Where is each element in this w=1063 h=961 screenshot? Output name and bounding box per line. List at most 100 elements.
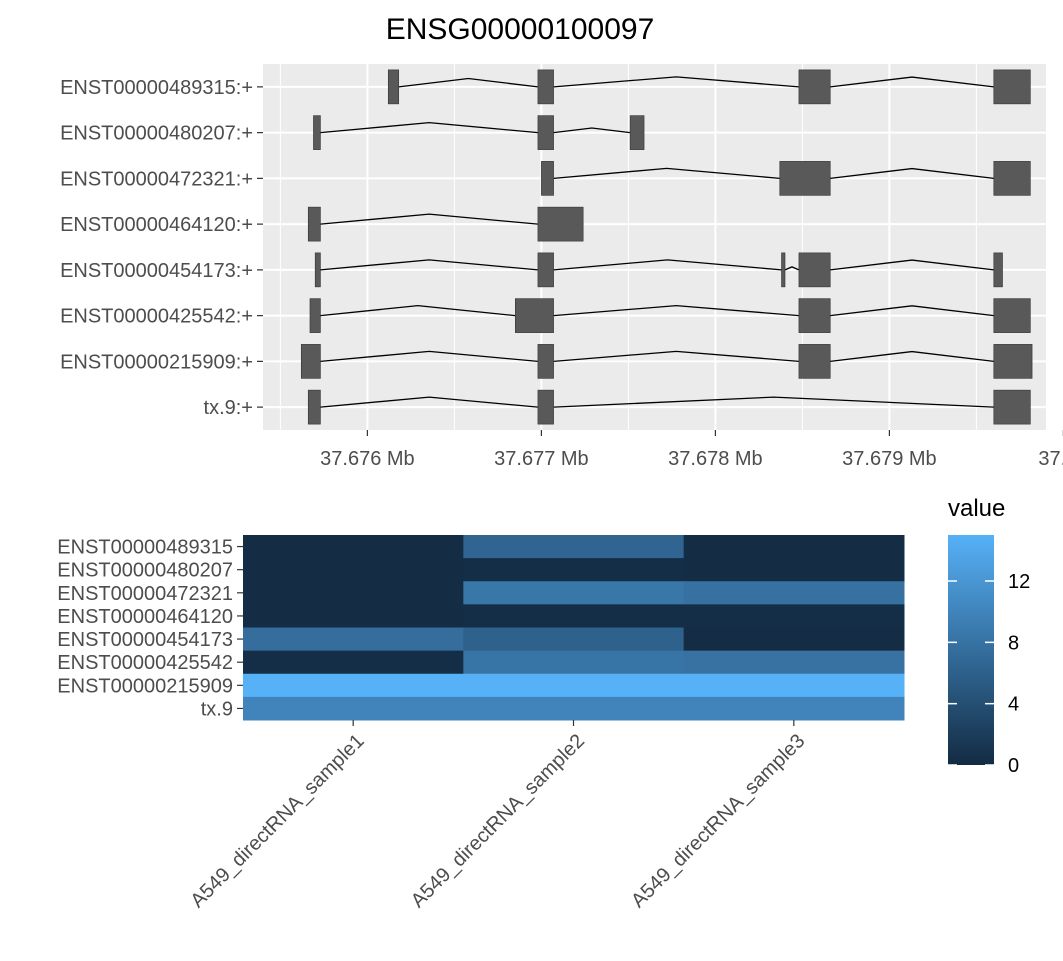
exon-block	[300, 344, 321, 379]
intron-line	[320, 396, 538, 408]
heatmap-row-label: ENST00000425542	[57, 652, 233, 674]
heatmap-tiles	[243, 535, 905, 721]
heatmap-tile	[683, 650, 905, 675]
exon-block	[537, 69, 554, 105]
heatmap-tile	[243, 627, 464, 652]
exon-block	[629, 115, 645, 150]
intron-line	[320, 213, 538, 225]
intron-line	[553, 396, 994, 408]
x-tick-label: 37.68	[1038, 448, 1063, 470]
heatmap-row-label: ENST00000489315	[57, 537, 233, 559]
heatmap-tile	[463, 696, 685, 721]
legend-title: value	[948, 495, 1005, 522]
intron-line	[398, 77, 538, 88]
transcript-label: ENST00000480207:+	[60, 123, 253, 145]
exon-block	[387, 69, 400, 105]
color-legend: value 0 4 8 12	[948, 495, 1030, 777]
exon-block	[993, 389, 1031, 425]
heatmap-tile	[683, 673, 905, 698]
exon-block	[798, 344, 831, 379]
exon-block	[993, 298, 1031, 333]
intron-line	[784, 266, 800, 271]
transcript-labels: ENST00000489315:+ ENST00000480207:+ ENST00…	[60, 77, 263, 419]
gene-structure-panel: ENST00000489315:+ ENST00000480207:+ ENST00…	[60, 64, 1063, 470]
gene-panel-background	[263, 64, 1046, 430]
exon-block	[798, 252, 831, 288]
legend-tick-label: 8	[1008, 632, 1019, 654]
heatmap-tile	[683, 581, 905, 605]
exon-block	[313, 115, 321, 150]
heatmap-tile	[463, 558, 685, 582]
heatmap-tile	[463, 581, 685, 605]
intron-line	[553, 350, 799, 363]
exon-block	[537, 206, 584, 242]
heatmap-tile	[243, 558, 464, 582]
gene-title: ENSG00000100097	[386, 13, 655, 46]
transcript-row	[313, 115, 645, 150]
transcript-label: ENST00000472321:+	[60, 168, 253, 190]
heatmap-tile	[463, 604, 685, 628]
heatmap-col-label: A549_directRNA_sample3	[627, 730, 809, 912]
transcript-label: ENST00000464120:+	[60, 214, 253, 236]
intron-line	[320, 350, 538, 363]
heatmap-tile	[463, 535, 685, 559]
intron-line	[320, 121, 538, 134]
transcript-row	[387, 69, 1031, 105]
legend-tick-label: 4	[1008, 694, 1019, 716]
x-tick-label: 37.678 Mb	[668, 448, 763, 470]
exon-block	[309, 298, 321, 333]
heatmap-row-label: tx.9	[201, 698, 233, 720]
heatmap-col-label: A549_directRNA_sample1	[186, 730, 368, 912]
heatmap-tile	[683, 627, 905, 652]
heatmap-tile	[683, 558, 905, 582]
exon-block	[993, 161, 1031, 196]
x-tick-label: 37.679 Mb	[842, 448, 937, 470]
heatmap-row-label: ENST00000454173	[57, 629, 233, 651]
transcript-row	[541, 161, 1031, 196]
exon-block	[781, 252, 786, 288]
intron-line	[320, 304, 516, 317]
transcript-label: ENST00000425542:+	[60, 306, 253, 328]
exon-block	[798, 69, 831, 105]
intron-line	[553, 259, 782, 271]
legend-tick-label: 12	[1008, 571, 1030, 593]
exon-block	[993, 252, 1003, 288]
intron-line	[830, 167, 994, 180]
heatmap-tile	[463, 650, 685, 675]
heatmap-row-label: ENST00000472321	[57, 583, 233, 605]
transcript-row	[307, 206, 584, 242]
heatmap-row-label: ENST00000480207	[57, 560, 233, 582]
transcript-row	[314, 252, 1003, 288]
exon-block	[514, 298, 554, 333]
exon-block	[537, 344, 554, 379]
legend-ticks: 0 4 8 12	[948, 571, 1030, 777]
heatmap-tile	[463, 627, 685, 652]
intron-line	[830, 305, 994, 317]
heatmap-tile	[243, 650, 464, 675]
legend-tick-label: 0	[1008, 755, 1019, 777]
transcript-label: tx.9:+	[204, 397, 253, 419]
intron-line	[320, 259, 538, 271]
heatmap-tile	[463, 673, 685, 698]
intron-line	[553, 76, 799, 88]
x-tick-label: 37.677 Mb	[494, 448, 589, 470]
exon-block	[537, 252, 554, 288]
transcript-row	[307, 389, 1031, 425]
transcript-label: ENST00000489315:+	[60, 77, 253, 99]
heatmap-tile	[243, 673, 464, 698]
transcript-label: ENST00000454173:+	[60, 260, 253, 282]
x-tick-label: 37.676 Mb	[320, 448, 415, 470]
gene-gridlines	[263, 64, 1063, 430]
transcript-row	[300, 344, 1033, 379]
heatmap-column-labels: A549_directRNA_sample1 A549_directRNA_sam…	[186, 720, 809, 912]
heatmap-row-label: ENST00000215909	[57, 675, 233, 697]
legend-color-bar	[948, 535, 994, 765]
heatmap-tile	[243, 535, 464, 559]
intron-line	[553, 304, 799, 317]
exon-block	[314, 252, 321, 288]
heatmap-tile	[243, 581, 464, 605]
exon-block	[541, 161, 554, 196]
expression-heatmap: ENST00000489315ENST00000480207ENST000004…	[57, 535, 905, 912]
exon-block	[537, 389, 554, 425]
